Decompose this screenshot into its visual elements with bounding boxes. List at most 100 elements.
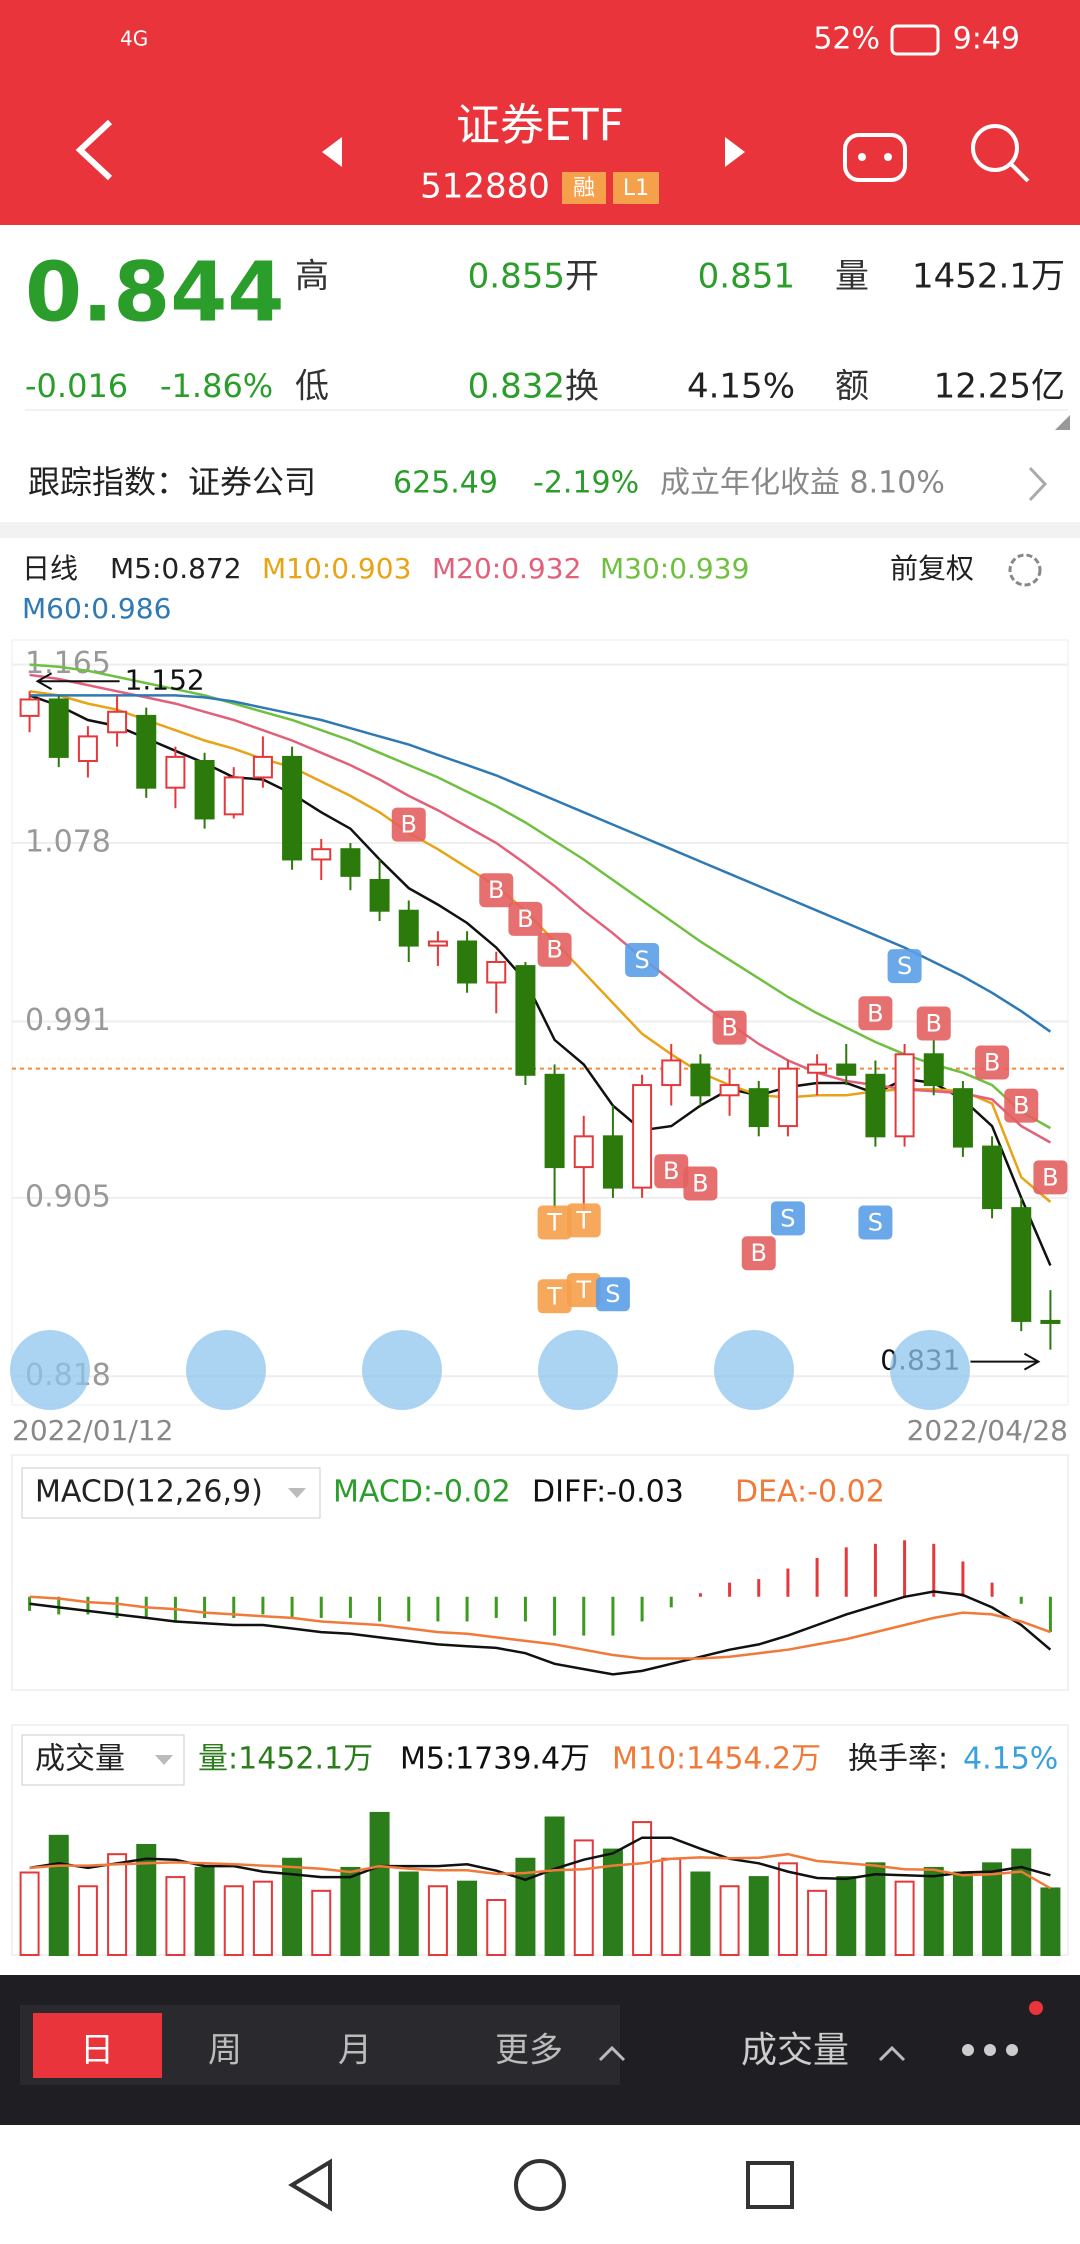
volume-bar [602, 1848, 623, 1957]
price: 0.844 [25, 245, 284, 340]
code: 512880 [420, 167, 550, 207]
volume-bar [719, 1885, 740, 1956]
chart-button[interactable] [890, 1330, 970, 1410]
tab[interactable]: 更多 [495, 2031, 563, 2071]
robot-eye [884, 153, 892, 161]
volume-title: 成交量 [35, 1742, 125, 1777]
volume-bar [107, 1853, 128, 1956]
volume-select[interactable] [21, 1734, 185, 1786]
chart-button[interactable] [362, 1330, 442, 1410]
next[interactable] [725, 137, 745, 167]
track-annual: 成立年化收益 8.10% [660, 466, 945, 501]
chart-button[interactable] [186, 1330, 266, 1410]
candle-body [894, 1053, 915, 1138]
chart-button[interactable] [10, 1330, 90, 1410]
signal-label: B [984, 1048, 1000, 1076]
signal-label: B [517, 905, 533, 933]
signal-label: B [1013, 1092, 1029, 1120]
macd-line [29, 1590, 1052, 1676]
title: 证券ETF [456, 100, 624, 151]
field-label: 高 [295, 257, 329, 297]
signal-label: B [692, 1169, 708, 1197]
macd-select[interactable] [21, 1467, 321, 1519]
candle-body [573, 1135, 594, 1169]
candle-body [340, 848, 361, 877]
candle-body [719, 1084, 740, 1097]
track-value: 625.49 [393, 466, 498, 501]
search[interactable] [971, 124, 1019, 172]
x-tick-label: 2022/01/12 [12, 1414, 173, 1447]
robot[interactable] [843, 133, 907, 182]
signal-label: B [926, 1010, 942, 1038]
volume-bar [923, 1866, 944, 1956]
volume-bar [952, 1871, 973, 1956]
max-label: 1.152 [125, 663, 205, 696]
candle-body [252, 755, 273, 779]
field-value: 0.855 [468, 257, 565, 297]
signal-label: B [867, 999, 883, 1027]
candle-body [136, 714, 157, 789]
field-label: 开 [565, 257, 599, 297]
track-label: 跟踪指数：证券公司 [28, 463, 316, 501]
field-value: 4.15% [687, 367, 795, 407]
chart-button[interactable] [538, 1330, 618, 1410]
signal [770, 1201, 805, 1236]
tab[interactable]: 日 [80, 2031, 114, 2071]
settings[interactable] [1008, 553, 1042, 587]
volume-bar [1011, 1848, 1032, 1957]
candle-body [282, 755, 303, 861]
prev[interactable] [322, 137, 342, 167]
chart-button[interactable] [714, 1330, 794, 1410]
nav-back[interactable] [288, 2158, 332, 2212]
legend-item: M10:0.903 [262, 552, 411, 585]
ma-line [29, 663, 1052, 1130]
signal [1033, 1160, 1068, 1195]
candle-body [661, 1059, 682, 1087]
candle-body [777, 1067, 798, 1128]
candle-body [194, 760, 215, 820]
field-label: 低 [295, 367, 329, 407]
legend-item: M5:1739.4万 [400, 1742, 590, 1777]
y-tick-label: 0.905 [25, 1179, 111, 1214]
nav-recent[interactable] [746, 2161, 794, 2209]
battery: 52% [813, 22, 880, 57]
signal-label: B [1042, 1163, 1058, 1191]
volume-bar [982, 1862, 1003, 1957]
volume-bar [340, 1866, 361, 1956]
volume-bar [165, 1876, 186, 1957]
time: 9:49 [953, 22, 1020, 57]
candle-body [48, 698, 69, 758]
field-value: 0.851 [698, 257, 795, 297]
volume-bar [690, 1871, 711, 1956]
badge-text: L1 [623, 176, 649, 201]
robot-eye [858, 153, 866, 161]
adjust[interactable]: 前复权 [890, 552, 974, 585]
volume-bar [136, 1844, 157, 1956]
candle-body [311, 848, 332, 861]
signal [741, 1236, 776, 1271]
macd-panel [11, 1454, 1069, 1691]
volume-bar [515, 1857, 536, 1956]
back[interactable] [75, 119, 113, 181]
volume-bar [19, 1871, 40, 1956]
signal-label: S [780, 1204, 795, 1232]
signal-label: S [605, 1280, 620, 1308]
tab[interactable]: 周 [208, 2031, 242, 2071]
nav-home[interactable] [514, 2159, 566, 2211]
turnover-label: 换手率: [848, 1742, 948, 1777]
price-panel [11, 639, 1069, 1406]
tab[interactable]: 月 [338, 2031, 372, 2071]
indicator-tab[interactable]: 成交量 [741, 2030, 849, 2071]
signal-label: B [721, 1014, 737, 1042]
chevron[interactable] [1028, 466, 1048, 502]
volume-bar [836, 1876, 857, 1957]
signal [683, 1166, 718, 1201]
field-label: 换 [565, 367, 599, 407]
search-handle [1009, 162, 1030, 183]
signal [566, 1203, 601, 1238]
signal [858, 996, 893, 1031]
volume-panel [11, 1724, 1069, 1956]
tab-active[interactable] [33, 2013, 162, 2078]
candle-body [427, 940, 448, 947]
